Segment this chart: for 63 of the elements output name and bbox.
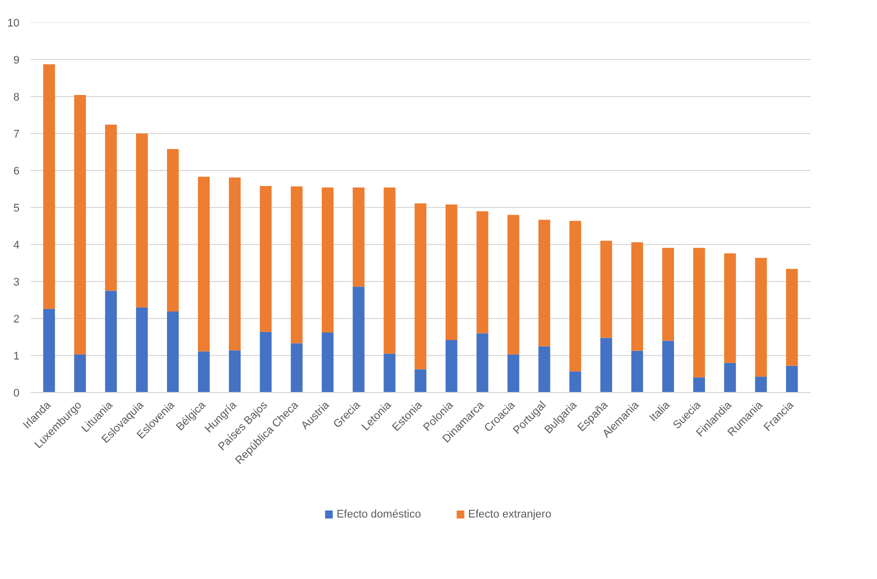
bar [755,376,767,392]
y-tick-label: 4 [13,240,20,252]
legend-label: Efecto extranjero [468,508,552,520]
bar [724,253,736,363]
bar [414,203,426,370]
bar [167,311,179,392]
bar [198,176,210,352]
y-tick-label: 10 [7,18,20,30]
bar [260,186,272,332]
bar [446,340,458,392]
y-tick-label: 0 [13,388,20,400]
bar [569,220,582,372]
bar [136,307,148,392]
bar [105,124,117,291]
bar [105,290,117,392]
bar [724,362,736,392]
bar [322,332,334,392]
bar [198,351,210,392]
y-tick-label: 2 [13,314,20,326]
bar [693,248,705,378]
bar [43,308,55,392]
bar [290,343,303,392]
bar [446,204,458,340]
bar [693,377,705,392]
bar [600,338,612,392]
bar [538,220,550,346]
y-tick-label: 6 [13,166,20,178]
bar [631,242,644,351]
bar [228,350,241,392]
legend-label: Efecto doméstico [336,508,421,520]
bar [384,354,396,392]
bar [786,366,798,392]
bar [662,248,674,341]
bar [260,332,272,392]
bar [352,286,364,392]
bar [600,240,612,338]
y-tick-label: 9 [13,54,20,66]
bar [662,340,674,392]
bar [631,350,644,392]
bar [786,268,798,366]
bar [507,214,520,354]
bar [384,188,396,354]
bar [352,188,364,287]
y-tick-label: 5 [13,202,20,214]
y-tick-label: 1 [13,350,20,362]
bar [755,258,767,377]
bar [538,346,550,392]
bar [43,64,55,309]
bar [136,134,148,308]
bar [569,371,582,392]
bar [290,186,303,344]
bar [476,211,488,334]
bar [74,354,86,392]
bar [414,369,426,392]
y-tick-label: 8 [13,92,20,104]
bar [476,333,488,392]
bar [228,178,241,350]
bar [507,354,520,392]
y-tick-label: 3 [13,276,20,288]
y-tick-label: 7 [13,128,20,140]
bar [322,188,334,333]
bar [74,95,86,354]
bar [167,149,179,312]
